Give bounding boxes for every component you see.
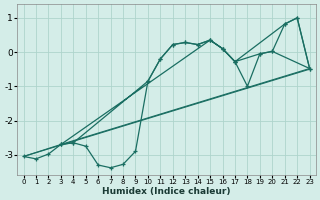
X-axis label: Humidex (Indice chaleur): Humidex (Indice chaleur) bbox=[102, 187, 231, 196]
